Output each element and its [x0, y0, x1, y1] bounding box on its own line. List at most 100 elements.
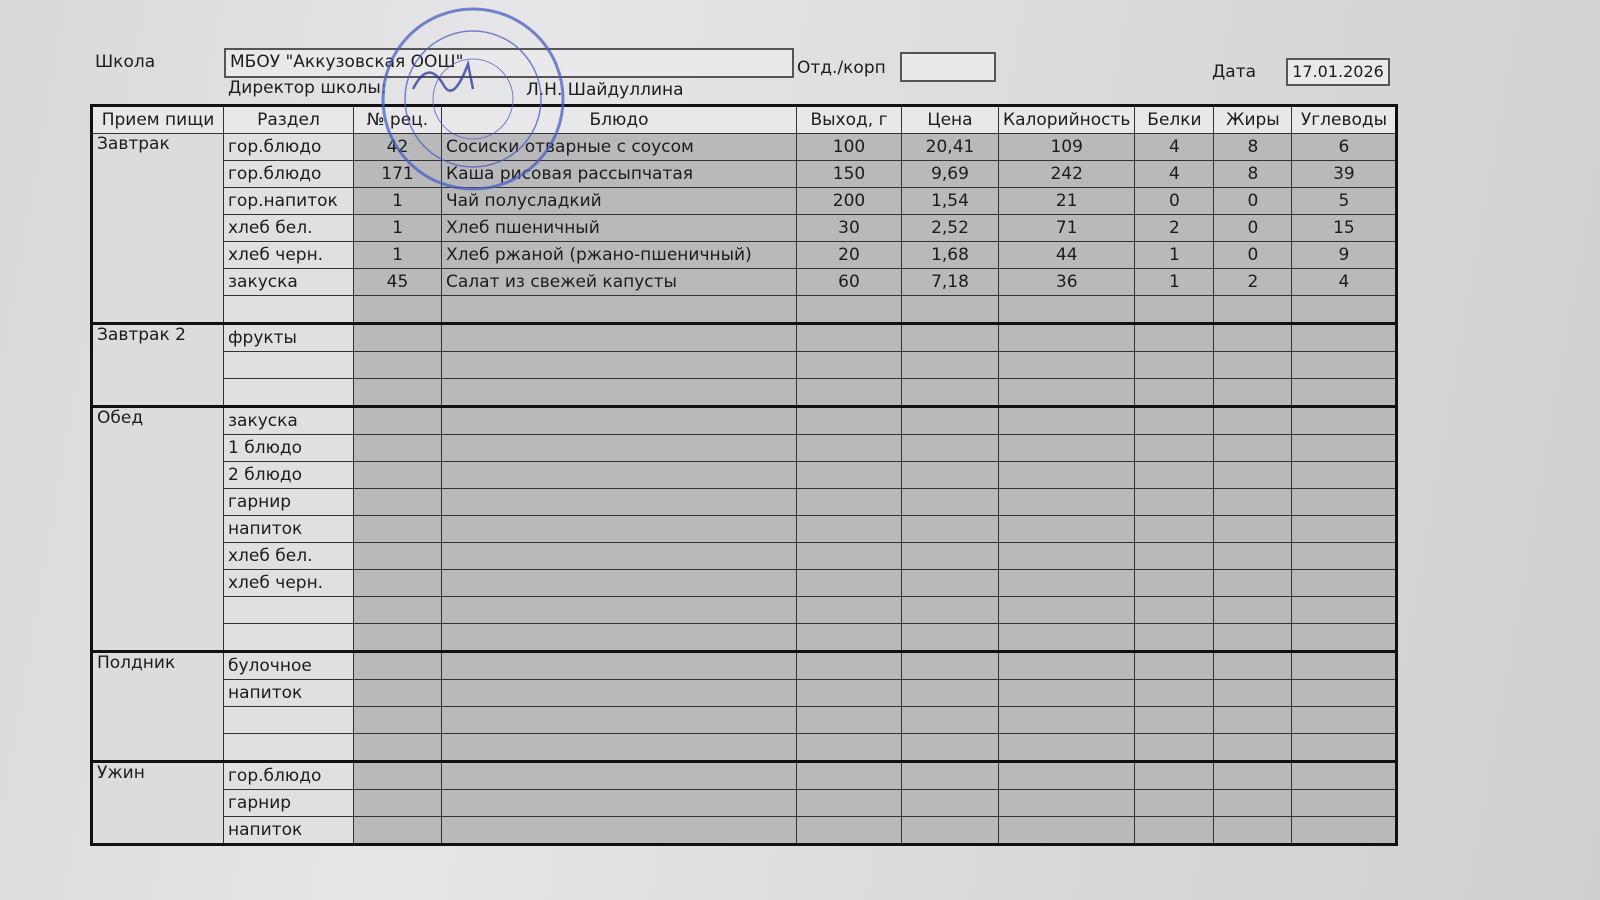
fats-cell: 0 [1213, 187, 1293, 215]
recipe-no-cell [353, 461, 442, 489]
table-row [92, 706, 1398, 734]
table-row: напиток [92, 816, 1398, 846]
price-cell [901, 623, 999, 653]
date-field: 17.01.2026 [1286, 58, 1390, 86]
recipe-no-cell [353, 706, 442, 734]
price-cell [901, 761, 999, 790]
column-header: Раздел [223, 105, 354, 134]
yield-cell [796, 679, 902, 707]
proteins-cell [1134, 351, 1215, 379]
carbs-cell [1291, 679, 1398, 707]
table-row: Завтрак гор.блюдо 42 Сосиски отварные с соу… [91, 133, 1398, 325]
fats-cell [1213, 378, 1293, 408]
dish-cell [441, 761, 797, 790]
carbs-cell [1291, 378, 1398, 408]
calories-cell [997, 789, 1136, 817]
calories-cell [997, 596, 1136, 624]
column-header: Белки [1134, 105, 1215, 134]
calories-cell [997, 515, 1136, 543]
dish-cell [441, 488, 797, 516]
proteins-cell [1134, 406, 1215, 435]
price-cell [901, 542, 999, 570]
yield-cell [796, 789, 902, 817]
section-cell: закуска [223, 406, 354, 435]
fats-cell: 8 [1213, 160, 1293, 188]
meal-name: Полдник [91, 651, 224, 763]
carbs-cell: 39 [1291, 160, 1398, 188]
yield-cell [796, 351, 902, 379]
director-label: Директор школы: [228, 78, 387, 98]
dish-cell [441, 406, 797, 435]
section-cell: гор.блюдо [223, 160, 354, 188]
menu-table: Прием пищи Раздел № рец. Блюдо Выход, г Цена К… [90, 104, 1399, 846]
table-row: закуска 45 Салат из свежей капусты 60 7,18 36… [92, 268, 1398, 296]
school-label: Школа [95, 52, 156, 72]
column-header: Цена [901, 105, 999, 134]
dish-cell [441, 351, 797, 379]
fats-cell [1213, 488, 1293, 516]
yield-cell [796, 434, 902, 462]
table-row: гор.блюдо 171 Каша рисовая рассыпчатая 150 9… [92, 160, 1398, 188]
proteins-cell: 0 [1134, 187, 1215, 215]
section-cell [223, 706, 354, 734]
proteins-cell [1134, 569, 1215, 597]
fats-cell [1213, 816, 1293, 846]
column-header: Калорийность [997, 105, 1136, 134]
fats-cell [1213, 651, 1293, 680]
section-cell [223, 351, 354, 379]
yield-cell [796, 461, 902, 489]
carbs-cell [1291, 789, 1398, 817]
fats-cell: 2 [1213, 268, 1293, 296]
carbs-cell [1291, 816, 1398, 846]
calories-cell [997, 569, 1136, 597]
proteins-cell [1134, 623, 1215, 653]
fats-cell [1213, 515, 1293, 543]
column-header: Блюдо [441, 105, 797, 134]
proteins-cell [1134, 816, 1215, 846]
calories-cell [997, 623, 1136, 653]
calories-cell: 36 [997, 268, 1136, 296]
dish-cell [441, 434, 797, 462]
proteins-cell [1134, 323, 1215, 352]
school-field: МБОУ "Аккузовская ООШ" [224, 48, 794, 78]
calories-cell [997, 679, 1136, 707]
yield-cell [796, 323, 902, 352]
recipe-no-cell [353, 378, 442, 408]
yield-cell: 60 [796, 268, 902, 296]
calories-cell [997, 351, 1136, 379]
calories-cell [997, 733, 1136, 763]
recipe-no-cell [353, 733, 442, 763]
yield-cell [796, 406, 902, 435]
yield-cell [796, 623, 902, 653]
calories-cell [997, 542, 1136, 570]
price-cell: 7,18 [901, 268, 999, 296]
price-cell: 1,54 [901, 187, 999, 215]
table-row: напиток [92, 679, 1398, 707]
calories-cell: 242 [997, 160, 1136, 188]
yield-cell: 20 [796, 241, 902, 269]
carbs-cell [1291, 488, 1398, 516]
section-cell: напиток [223, 679, 354, 707]
carbs-cell [1291, 706, 1398, 734]
yield-cell [796, 488, 902, 516]
table-row [92, 596, 1398, 624]
meal-name: Завтрак [91, 133, 224, 325]
carbs-cell [1291, 323, 1398, 352]
carbs-cell [1291, 761, 1398, 790]
carbs-cell: 9 [1291, 241, 1398, 269]
yield-cell [796, 378, 902, 408]
dish-cell: Каша рисовая рассыпчатая [441, 160, 797, 188]
calories-cell [997, 434, 1136, 462]
calories-cell [997, 651, 1136, 680]
section-cell [223, 295, 354, 325]
fats-cell: 8 [1213, 133, 1293, 161]
price-cell: 2,52 [901, 214, 999, 242]
table-row: гарнир [92, 488, 1398, 516]
dish-cell [441, 816, 797, 846]
proteins-cell [1134, 515, 1215, 543]
recipe-no-cell: 1 [353, 241, 442, 269]
dish-cell [441, 651, 797, 680]
dish-cell: Чай полусладкий [441, 187, 797, 215]
column-header: Жиры [1213, 105, 1293, 134]
column-header: Выход, г [796, 105, 902, 134]
